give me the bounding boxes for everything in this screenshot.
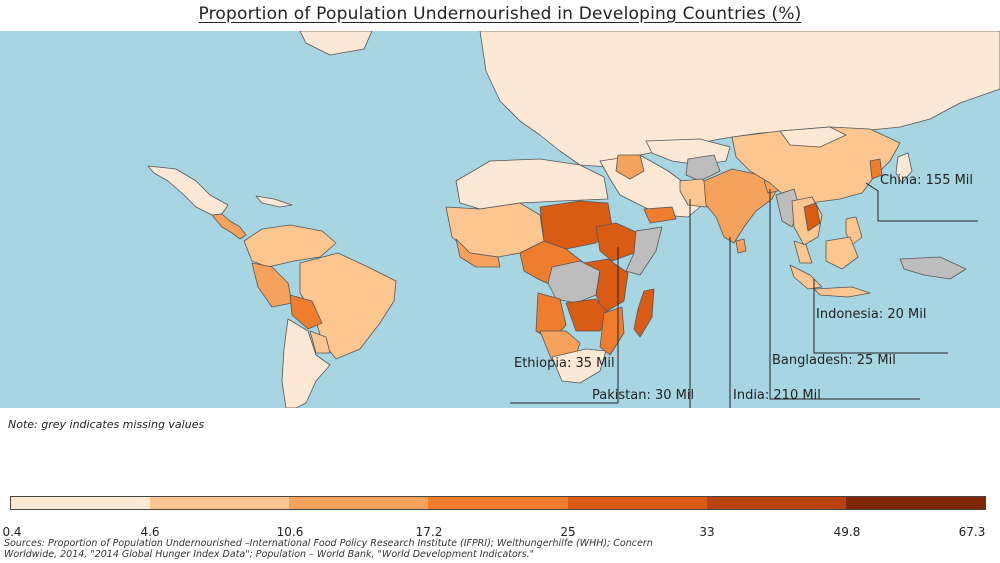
bangladesh-leader-line [769, 189, 920, 400]
region-north-africa [455, 158, 609, 210]
callout-indonesia: Indonesia: 20 Mil [816, 307, 927, 322]
callout-ethiopia: Ethiopia: 35 Mil [514, 356, 615, 371]
pakistan-leader-line [689, 199, 691, 408]
region-east-africa [583, 258, 629, 314]
region-bolivia [289, 294, 323, 330]
legend-tick: 67.3 [958, 525, 986, 539]
legend-bin-1 [11, 497, 151, 509]
region-indonesia-java [813, 286, 871, 298]
region-central-america [211, 213, 247, 240]
ethiopia-leader-line [510, 247, 619, 404]
source-citation: Sources: Proportion of Population Undern… [4, 538, 653, 560]
legend-tick: 17.2 [415, 525, 443, 539]
legend-bin-3 [289, 497, 429, 509]
region-greenland-edge [299, 31, 373, 56]
color-legend [10, 496, 986, 510]
legend-tick: 10.6 [276, 525, 304, 539]
legend-tick: 49.8 [833, 525, 861, 539]
region-korea [869, 158, 883, 180]
region-drc [547, 260, 601, 304]
indonesia-leader-line [813, 279, 948, 354]
callout-bangladesh: Bangladesh: 25 Mil [772, 353, 896, 368]
legend-tick: 33 [699, 525, 715, 539]
legend-bin-7 [845, 497, 985, 509]
legend-tick: 0.4 [2, 525, 22, 539]
legend-bin-2 [150, 497, 290, 509]
region-somalia [625, 226, 663, 276]
region-sri-lanka [735, 238, 747, 254]
region-yemen [643, 206, 677, 224]
region-papua [899, 256, 967, 280]
region-coastal-west-africa [455, 238, 501, 268]
region-colombia-venezuela [243, 224, 337, 268]
legend-bin-6 [706, 497, 846, 509]
region-southern-africa [551, 348, 607, 384]
map-title: Proportion of Population Undernourished … [198, 4, 802, 24]
legend-tick: 25 [560, 525, 576, 539]
legend-tick: 4.6 [140, 525, 160, 539]
region-caribbean [255, 195, 293, 208]
region-afghanistan [685, 154, 721, 182]
china-leader-line [865, 182, 978, 222]
region-borneo [825, 236, 859, 270]
world-map [0, 31, 1000, 408]
callout-pakistan: Pakistan: 30 Mil [592, 388, 695, 403]
region-china [731, 126, 901, 204]
callout-china: China: 155 Mil [880, 173, 974, 188]
region-madagascar [633, 288, 655, 338]
region-argentina-chile [281, 318, 331, 408]
region-malaysia [793, 240, 813, 264]
region-laos-cambodia [803, 202, 821, 232]
callout-india: India: 210 Mil [733, 388, 821, 403]
region-iraq-syria [615, 154, 645, 180]
india-leader-line [729, 237, 731, 408]
missing-values-note: Note: grey indicates missing values [8, 418, 205, 431]
legend-bin-5 [567, 497, 707, 509]
region-paraguay [309, 330, 331, 354]
region-japan [895, 152, 913, 184]
legend-bin-4 [428, 497, 568, 509]
region-mongolia [779, 126, 847, 148]
